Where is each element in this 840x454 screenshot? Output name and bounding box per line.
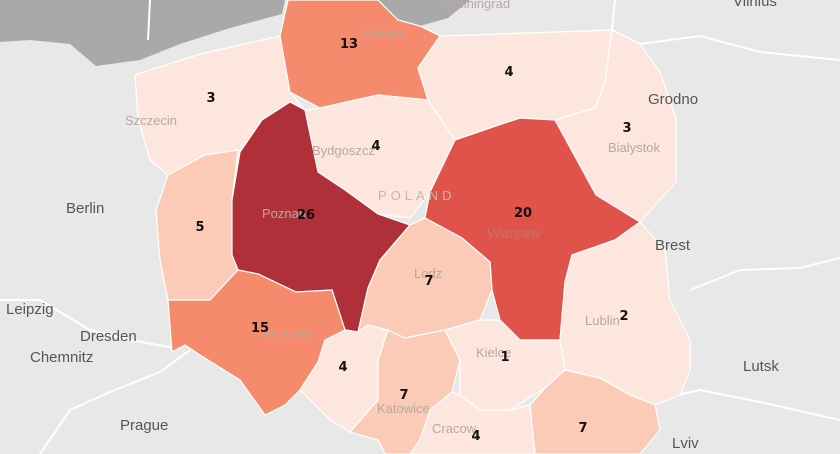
label-cracow: Cracow — [432, 421, 477, 436]
border-line — [610, 0, 840, 61]
baltic-sea-east — [378, 0, 470, 26]
value-wielkopolskie: 26 — [297, 208, 315, 223]
label-lodz: Lodz — [414, 266, 442, 281]
label-lublin: Lublin — [585, 313, 620, 328]
label-poznan: Poznan — [262, 206, 306, 221]
value-lubelskie: 2 — [619, 309, 628, 324]
label-vilnius: Vilnius — [733, 0, 777, 10]
label-warsaw: Warsaw — [487, 225, 541, 242]
label-szczecin: Szczecin — [125, 113, 177, 128]
value-lubuskie: 5 — [195, 220, 204, 235]
value-mazowieckie: 20 — [514, 206, 532, 221]
label-berlin: Berlin — [66, 200, 104, 217]
baltic-sea — [0, 0, 285, 66]
country-label: POLAND — [378, 188, 455, 203]
label-bialystok: Bialystok — [608, 140, 661, 155]
value-lodzkie: 7 — [424, 274, 433, 289]
value-dolnoslaskie: 15 — [251, 321, 269, 336]
value-slaskie: 7 — [399, 388, 408, 403]
value-opolskie: 4 — [338, 360, 347, 375]
label-brest: Brest — [655, 237, 691, 254]
border-line — [147, 0, 151, 41]
border-line — [39, 349, 191, 454]
value-swietokrzyskie: 1 — [500, 350, 509, 365]
label-wroclaw: Wroclaw — [262, 326, 312, 341]
label-dresden: Dresden — [80, 328, 137, 345]
value-malopolskie: 4 — [471, 429, 480, 444]
label-katowice: Katowice — [377, 401, 430, 416]
value-zachodniopomorskie: 3 — [206, 91, 215, 106]
label-kielce: Kielce — [476, 345, 511, 360]
border-line — [0, 299, 176, 349]
border-line — [654, 388, 840, 421]
label-leipzig: Leipzig — [6, 301, 54, 318]
value-warminsko-mazurskie: 4 — [504, 65, 513, 80]
value-podkarpackie: 7 — [578, 421, 587, 436]
value-kujawsko-pomorskie: 4 — [371, 139, 380, 154]
region-podkarpackie[interactable] — [529, 369, 661, 454]
label-kaliningrad: Kaliningrad — [445, 0, 510, 11]
label-lutsk: Lutsk — [743, 358, 779, 375]
value-podlaskie: 3 — [622, 121, 631, 136]
label-gdansk: Gdansk — [360, 26, 405, 41]
value-pomorskie: 13 — [340, 37, 358, 52]
label-prague: Prague — [120, 417, 168, 434]
region-malopolskie[interactable] — [409, 391, 536, 454]
label-grodno: Grodno — [648, 91, 698, 108]
border-line — [689, 257, 840, 291]
label-chemnitz: Chemnitz — [30, 349, 93, 366]
label-lviv: Lviv — [672, 435, 699, 452]
label-bydgoszcz: Bydgoszcz — [312, 143, 375, 158]
